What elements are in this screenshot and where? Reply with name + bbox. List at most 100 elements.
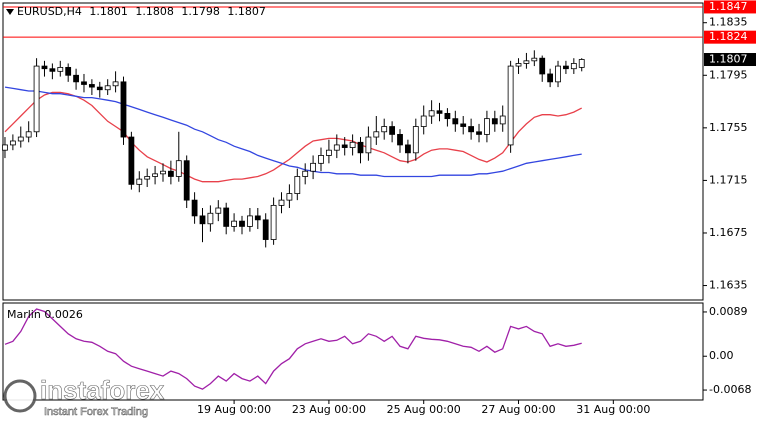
candle-body — [389, 126, 396, 135]
candle-body — [555, 65, 561, 83]
candle-body — [357, 141, 364, 154]
candle-body — [41, 65, 48, 70]
x-tick-label: 25 Aug 00:00 — [387, 403, 461, 416]
candle-body — [2, 144, 8, 151]
indicator-panel — [2, 302, 704, 401]
candle-body — [246, 215, 253, 227]
y-tick-label: 0.00 — [709, 349, 734, 362]
price-level-label: 1.1847 — [709, 0, 748, 13]
candle-body — [33, 65, 40, 133]
candle-body — [412, 126, 419, 154]
low: 1.1798 — [181, 5, 220, 18]
candle-body — [57, 66, 64, 72]
candle-body — [333, 144, 340, 151]
candle-body — [128, 136, 135, 185]
y-tick-label: 1.1635 — [709, 279, 748, 292]
candle-body — [515, 63, 522, 67]
line — [4, 91, 582, 183]
y-tick-label: 1.1795 — [709, 68, 748, 81]
candle-body — [96, 86, 103, 91]
candle-body — [144, 176, 151, 180]
price-level-box — [704, 0, 756, 14]
candle-body — [223, 207, 230, 227]
candle-body — [112, 81, 119, 87]
y-tick-label: -0.0068 — [709, 383, 751, 396]
line — [4, 86, 582, 178]
candle-body — [444, 112, 451, 120]
y-tick-label: 1.1675 — [709, 226, 748, 239]
y-tick-label: 1.1755 — [709, 121, 748, 134]
candle-body — [294, 176, 301, 194]
chart-header: EURUSD,H4 1.1801 1.1808 1.1798 1.1807 — [17, 5, 266, 18]
candle-body — [341, 144, 348, 148]
candle-body — [539, 57, 546, 75]
indicator-name: Marlin — [7, 308, 41, 321]
candle-body — [207, 212, 214, 225]
high: 1.1808 — [135, 5, 174, 18]
candle-body — [460, 123, 467, 127]
candle-body — [420, 115, 427, 127]
candle-body — [73, 74, 79, 83]
symbol: EURUSD,H4 — [17, 5, 82, 18]
candle-body — [136, 178, 143, 185]
candle-body — [365, 136, 372, 154]
candle-body — [254, 215, 261, 221]
price-panel — [2, 2, 704, 301]
candle-body — [160, 170, 166, 175]
candle-body — [523, 60, 530, 64]
watermark-logo — [3, 379, 37, 413]
candle-body — [104, 85, 111, 91]
candle-body — [25, 131, 32, 138]
x-tick-label: 19 Aug 00:00 — [197, 403, 271, 416]
candle-body — [373, 131, 380, 138]
candle-body — [239, 220, 245, 227]
candle-body — [278, 199, 285, 206]
candle-body — [547, 73, 554, 83]
candle-body — [405, 144, 411, 154]
y-tick-label: 0.0089 — [709, 305, 748, 318]
candle-body — [65, 66, 72, 76]
candle-body — [570, 63, 577, 70]
candle-body — [349, 141, 356, 148]
candle-body — [152, 173, 158, 177]
x-tick-label: 31 Aug 00:00 — [576, 403, 650, 416]
line — [4, 308, 582, 390]
candle-body — [507, 65, 514, 146]
y-tick-label: 1.1715 — [709, 173, 748, 186]
candle-body — [428, 110, 435, 117]
price-level-box — [704, 30, 756, 44]
candle-body — [318, 155, 324, 164]
price-level-label: 1.1824 — [709, 30, 748, 43]
candle-body — [491, 118, 498, 125]
candle-body — [191, 199, 198, 217]
candle-body — [381, 126, 388, 133]
candle-body — [286, 193, 293, 201]
candle-body — [17, 136, 24, 142]
candle-body — [81, 81, 87, 85]
indicator-label: Marlin 0.0026 — [7, 308, 83, 321]
candle-body — [167, 170, 174, 177]
candle-body — [270, 204, 277, 240]
candle-body — [215, 207, 222, 214]
x-tick-label: 23 Aug 00:00 — [292, 403, 366, 416]
candle-body — [484, 118, 490, 135]
candle-body — [452, 118, 459, 125]
candle-body — [199, 215, 206, 225]
close: 1.1807 — [227, 5, 266, 18]
indicator-value: 0.0026 — [44, 308, 83, 321]
candle-body — [302, 170, 309, 177]
candle-body — [175, 160, 182, 177]
candle-body — [9, 140, 16, 146]
watermark-brand: instaforex — [40, 375, 165, 405]
menu-icon — [6, 9, 14, 15]
candle-body — [468, 126, 475, 133]
candle-body — [231, 220, 237, 227]
candle-body — [120, 81, 127, 138]
candle-body — [310, 162, 317, 172]
candle-body — [88, 84, 95, 88]
candle-body — [397, 134, 403, 146]
current-price-box — [704, 53, 756, 67]
